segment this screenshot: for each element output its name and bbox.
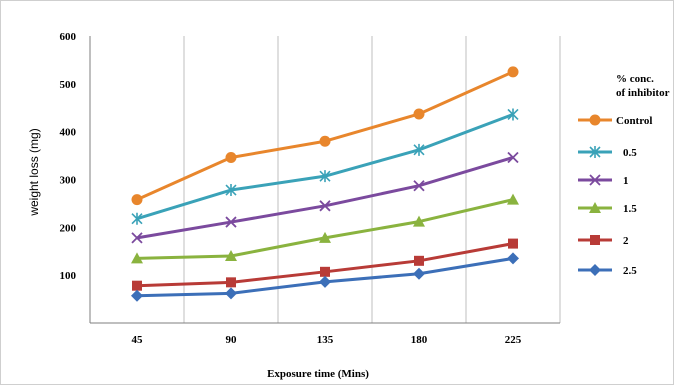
data-point: [319, 200, 331, 212]
data-point: [507, 66, 519, 78]
data-point: [225, 151, 237, 163]
y-tick-label: 100: [60, 270, 77, 282]
y-tick-label: 500: [60, 79, 77, 91]
data-point: [413, 267, 425, 280]
data-point: [413, 108, 425, 120]
x-tick-label: 45: [132, 334, 144, 346]
data-point: [131, 194, 143, 206]
series-2: [132, 238, 518, 291]
x-tick-label: 135: [317, 334, 334, 346]
legend: % conc. of inhibitor Control 0.5 1 1.5 2 2.5: [578, 73, 670, 277]
data-point: [131, 212, 143, 225]
legend-marker: [589, 202, 601, 213]
grid: [183, 36, 561, 323]
y-tick-labels: 100 200 300 400 500 600: [60, 31, 77, 282]
data-point: [225, 287, 237, 300]
data-point: [507, 193, 519, 205]
data-point: [226, 277, 236, 288]
series-1: [131, 151, 519, 244]
data-point: [225, 216, 237, 228]
legend-title-line-1: % conc.: [616, 73, 654, 85]
data-point: [413, 215, 425, 227]
series-1-5: [131, 193, 519, 264]
x-tick-labels: 45 90 135 180 225: [132, 334, 522, 346]
legend-title-line-2: of inhibitor: [616, 87, 670, 99]
data-point: [508, 238, 518, 249]
series-2-5: [131, 252, 519, 302]
data-point: [225, 250, 237, 262]
x-tick-label: 90: [226, 334, 238, 346]
series-control: [131, 66, 519, 206]
y-tick-label: 600: [60, 31, 77, 43]
x-tick-label: 180: [411, 334, 428, 346]
legend-label: 2: [623, 235, 629, 247]
y-tick-label: 300: [60, 175, 77, 187]
legend-marker: [589, 264, 601, 276]
data-point: [319, 231, 331, 243]
y-tick-label: 200: [60, 222, 77, 234]
data-point: [132, 280, 142, 291]
y-tick-label: 400: [60, 127, 77, 139]
plot-area: [131, 66, 519, 302]
x-tick-label: 225: [505, 334, 522, 346]
data-point: [319, 170, 331, 183]
data-point: [507, 108, 519, 121]
legend-marker: [589, 146, 601, 158]
data-point: [131, 232, 143, 244]
y-axis-title: weight loss (mg): [27, 128, 41, 216]
legend-label: 1: [623, 175, 629, 187]
x-axis-title: Exposure time (Mins): [267, 368, 369, 380]
series-0-5: [131, 108, 519, 225]
legend-label: Control: [616, 115, 652, 127]
legend-marker: [589, 174, 601, 186]
data-point: [414, 255, 424, 266]
data-point: [319, 135, 331, 147]
legend-marker: [590, 235, 600, 245]
data-point: [320, 266, 330, 277]
legend-label: 2.5: [623, 265, 637, 277]
data-point: [413, 180, 425, 192]
data-point: [131, 289, 143, 302]
data-point: [413, 143, 425, 156]
data-point: [319, 275, 331, 288]
data-point: [507, 252, 519, 265]
legend-label: 0.5: [623, 147, 637, 159]
legend-label: 1.5: [623, 203, 637, 215]
data-point: [131, 252, 143, 264]
data-point: [225, 184, 237, 197]
data-point: [507, 151, 519, 164]
legend-marker: [589, 114, 601, 126]
